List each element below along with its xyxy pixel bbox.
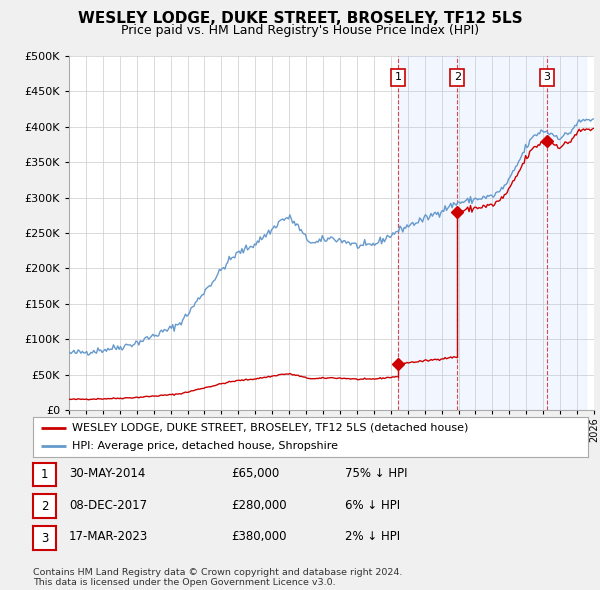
Text: 3: 3 bbox=[41, 532, 48, 545]
Text: Price paid vs. HM Land Registry's House Price Index (HPI): Price paid vs. HM Land Registry's House … bbox=[121, 24, 479, 37]
Text: 2: 2 bbox=[454, 73, 461, 82]
Text: 2% ↓ HPI: 2% ↓ HPI bbox=[345, 530, 400, 543]
Text: 75% ↓ HPI: 75% ↓ HPI bbox=[345, 467, 407, 480]
Text: £380,000: £380,000 bbox=[231, 530, 287, 543]
Text: WESLEY LODGE, DUKE STREET, BROSELEY, TF12 5LS: WESLEY LODGE, DUKE STREET, BROSELEY, TF1… bbox=[77, 11, 523, 25]
Bar bbox=[398, 56, 586, 410]
Text: 17-MAR-2023: 17-MAR-2023 bbox=[69, 530, 148, 543]
Text: £65,000: £65,000 bbox=[231, 467, 279, 480]
Text: 1: 1 bbox=[394, 73, 401, 82]
Text: Contains HM Land Registry data © Crown copyright and database right 2024.
This d: Contains HM Land Registry data © Crown c… bbox=[33, 568, 403, 587]
Text: 30-MAY-2014: 30-MAY-2014 bbox=[69, 467, 145, 480]
Text: £280,000: £280,000 bbox=[231, 499, 287, 512]
Text: WESLEY LODGE, DUKE STREET, BROSELEY, TF12 5LS (detached house): WESLEY LODGE, DUKE STREET, BROSELEY, TF1… bbox=[72, 423, 468, 433]
Text: 2: 2 bbox=[41, 500, 48, 513]
Text: 6% ↓ HPI: 6% ↓ HPI bbox=[345, 499, 400, 512]
Text: HPI: Average price, detached house, Shropshire: HPI: Average price, detached house, Shro… bbox=[72, 441, 338, 451]
Text: 3: 3 bbox=[543, 73, 550, 82]
Text: 08-DEC-2017: 08-DEC-2017 bbox=[69, 499, 147, 512]
Text: 1: 1 bbox=[41, 468, 48, 481]
